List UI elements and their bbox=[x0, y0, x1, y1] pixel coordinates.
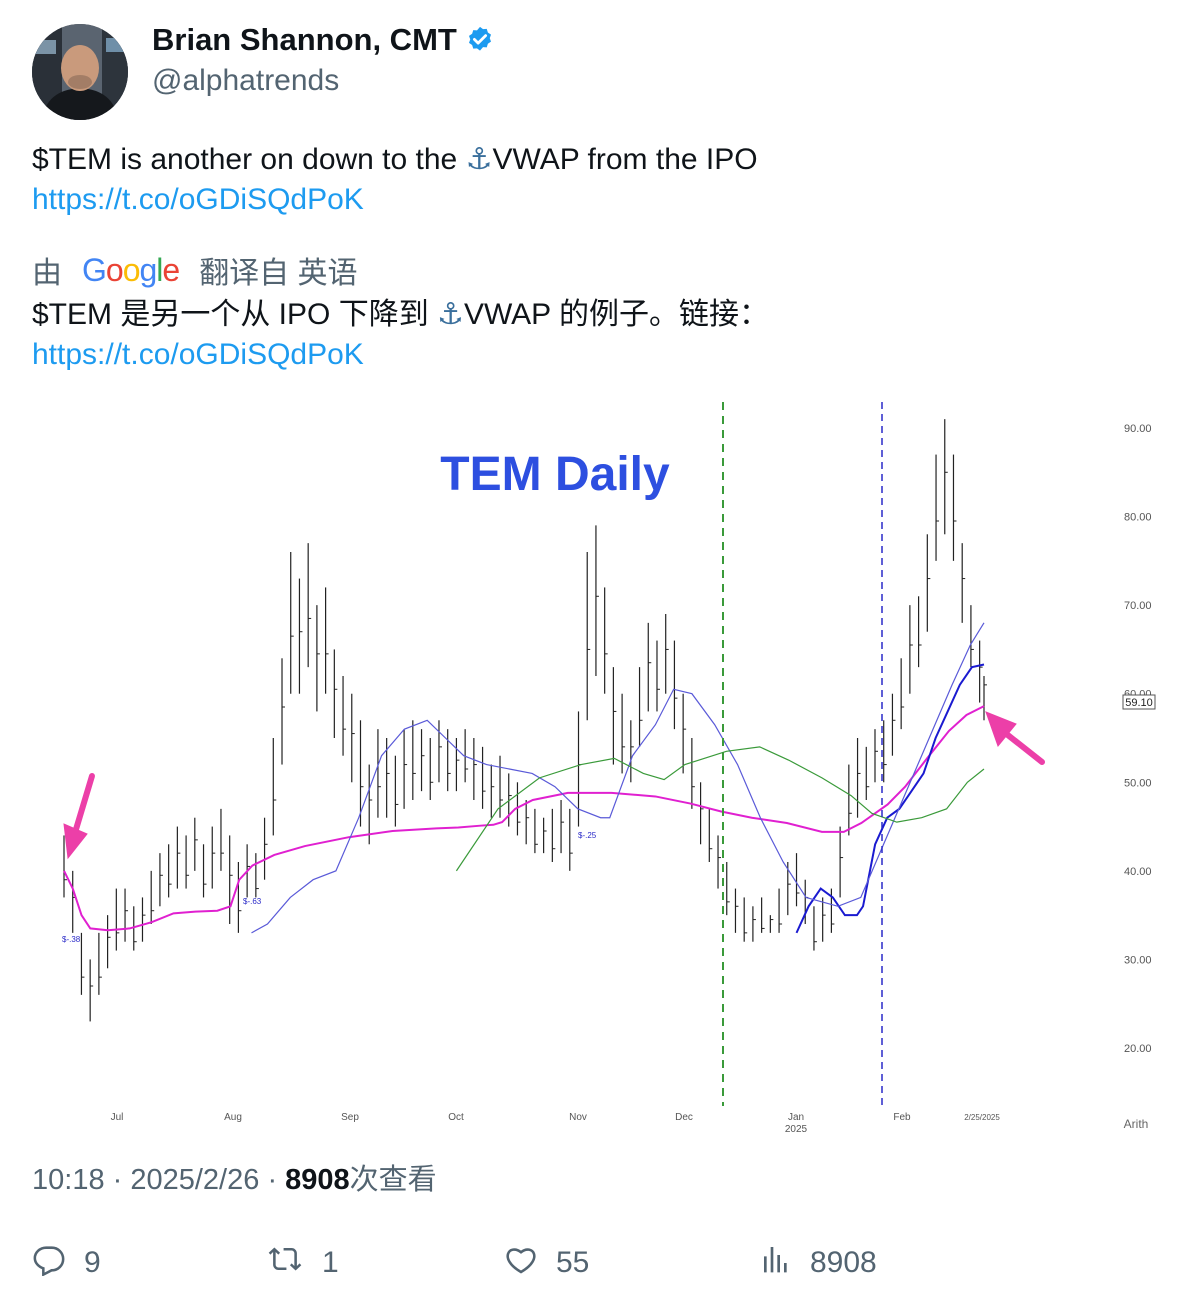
vwap-jan-line bbox=[795, 663, 985, 934]
moving-average-long bbox=[455, 746, 985, 872]
price-chart: TEM Daily 90.0080.0070.0060.0050.0040.00… bbox=[62, 402, 1156, 1135]
reply-count: 9 bbox=[84, 1246, 101, 1279]
translation-suffix: 翻译自 英语 bbox=[199, 257, 358, 290]
x-tick-label: Feb bbox=[893, 1112, 911, 1123]
views-action-count: 8908 bbox=[810, 1246, 877, 1279]
author-handle[interactable]: @alphatrends bbox=[152, 64, 340, 97]
like-button[interactable]: 55 bbox=[504, 1242, 589, 1284]
views-label: 次查看 bbox=[349, 1164, 437, 1196]
x-subtick-label: 2025 bbox=[785, 1124, 808, 1135]
reply-button[interactable]: 9 bbox=[32, 1242, 101, 1284]
x-tick-label: Jul bbox=[111, 1112, 124, 1123]
verified-badge-icon bbox=[465, 25, 495, 55]
vwap-ipo-line bbox=[63, 705, 985, 932]
like-count: 55 bbox=[556, 1246, 590, 1279]
chart-image[interactable]: TEM Daily 90.0080.0070.0060.0050.0040.00… bbox=[32, 400, 1164, 1140]
x-tick-label: 2/25/2025 bbox=[964, 1113, 1000, 1122]
author-name[interactable]: Brian Shannon, CMT bbox=[152, 22, 457, 57]
anchor-icon-translated: ⚓ bbox=[437, 298, 464, 331]
y-tick-label: 80.00 bbox=[1124, 512, 1152, 524]
author-name-row: Brian Shannon, CMT bbox=[152, 22, 495, 58]
tweet-text: $TEM is another on down to the ⚓VWAP fro… bbox=[32, 140, 758, 180]
tweet-text-part2: VWAP from the IPO bbox=[492, 143, 758, 176]
avatar[interactable] bbox=[32, 24, 128, 120]
retweet-count: 1 bbox=[322, 1246, 339, 1279]
annotation-3: $-.25 bbox=[578, 831, 597, 840]
retweet-icon bbox=[266, 1242, 304, 1284]
avatar-image bbox=[32, 24, 128, 120]
translated-link[interactable]: https://t.co/oGDiSQdPoK bbox=[32, 338, 364, 371]
google-logo: Google bbox=[82, 251, 180, 288]
bar-chart-icon bbox=[760, 1242, 792, 1284]
y-tick-label: 50.00 bbox=[1124, 777, 1152, 789]
x-tick-label: Jan bbox=[788, 1112, 804, 1123]
tweet-text-part1: $TEM is another on down to the bbox=[32, 143, 466, 176]
translation-header: 由 Google 翻译自 英语 bbox=[32, 248, 358, 292]
last-price-box bbox=[1122, 694, 1156, 710]
last-price-label: 59.10 bbox=[1125, 697, 1153, 709]
x-tick-label: Oct bbox=[448, 1112, 464, 1123]
heart-icon bbox=[504, 1242, 538, 1284]
tweet-time[interactable]: 10:18 bbox=[32, 1164, 105, 1196]
arrow-right bbox=[985, 711, 1045, 765]
y-tick-label: 30.00 bbox=[1124, 954, 1152, 966]
translated-text-part2: VWAP 的例子。链接： bbox=[463, 298, 769, 331]
x-tick-label: Aug bbox=[224, 1112, 242, 1123]
y-tick-label: 20.00 bbox=[1124, 1043, 1152, 1055]
tweet-link[interactable]: https://t.co/oGDiSQdPoK bbox=[32, 183, 364, 216]
views-count: 8908 bbox=[285, 1164, 350, 1196]
reply-icon bbox=[32, 1242, 66, 1284]
indicator-lines bbox=[63, 622, 985, 934]
tweet-date[interactable]: 2025/2/26 bbox=[130, 1164, 260, 1196]
annotation-1: $-.38 bbox=[62, 935, 81, 944]
annotation-2: $-.63 bbox=[243, 897, 262, 906]
views-button[interactable]: 8908 bbox=[760, 1242, 877, 1284]
meta-separator: · bbox=[267, 1164, 286, 1196]
x-tick-label: Dec bbox=[675, 1112, 693, 1123]
price-bars bbox=[63, 419, 987, 1022]
y-tick-label: 90.00 bbox=[1124, 423, 1152, 435]
scale-label: Arith bbox=[1124, 1117, 1149, 1131]
translated-text-part1: $TEM 是另一个从 IPO 下降到 bbox=[32, 298, 438, 331]
translation-prefix: 由 bbox=[32, 257, 62, 290]
tweet-meta: 10:18 · 2025/2/26 · 8908次查看 bbox=[32, 1156, 437, 1198]
x-axis: Jul Aug Sep Oct Nov Dec Jan Feb 2/25/2025 2025 bbox=[111, 1112, 1001, 1135]
moving-average-short bbox=[251, 622, 985, 934]
chart-title: TEM Daily bbox=[440, 448, 670, 501]
meta-separator: · bbox=[112, 1164, 131, 1196]
anchor-icon: ⚓ bbox=[465, 143, 493, 176]
y-tick-label: 40.00 bbox=[1124, 866, 1152, 878]
y-tick-label: 70.00 bbox=[1124, 600, 1152, 612]
translated-text: $TEM 是另一个从 IPO 下降到 ⚓VWAP 的例子。链接： bbox=[32, 295, 769, 335]
action-bar: 9 1 55 8908 bbox=[0, 1242, 1196, 1286]
x-tick-label: Nov bbox=[569, 1112, 587, 1123]
x-tick-label: Sep bbox=[341, 1112, 359, 1123]
arrow-left bbox=[63, 773, 95, 860]
retweet-button[interactable]: 1 bbox=[266, 1242, 339, 1284]
